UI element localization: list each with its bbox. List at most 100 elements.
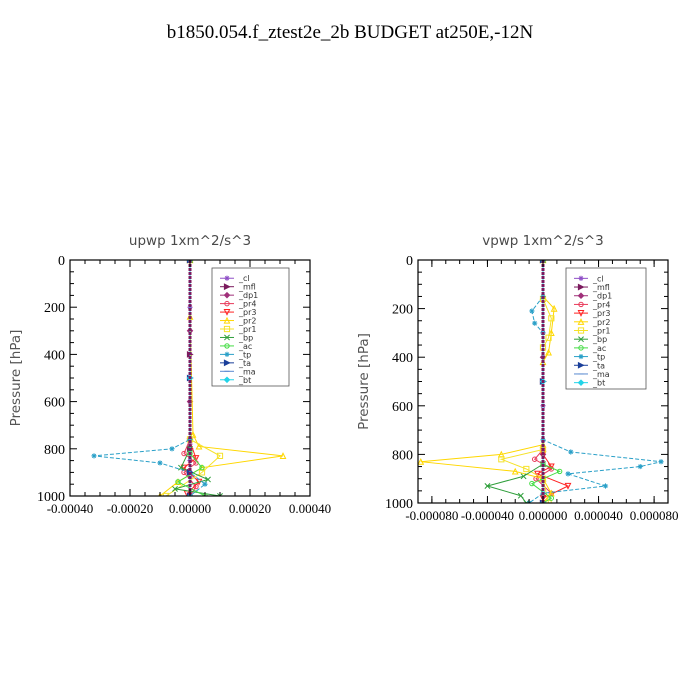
panel-title: upwp 1xm^2/s^3 xyxy=(129,233,251,249)
legend-entry: _ma xyxy=(238,367,256,376)
data-point xyxy=(545,499,552,503)
legend-entry: _tp xyxy=(592,353,605,362)
data-point xyxy=(162,492,170,496)
legend-entry: _cl xyxy=(592,274,604,283)
legend-marker xyxy=(223,316,231,324)
data-point xyxy=(548,315,555,322)
data-point xyxy=(511,467,519,475)
data-point xyxy=(217,493,223,496)
data-point xyxy=(531,456,538,462)
x-tick-label: 0.00040 xyxy=(289,501,331,516)
data-point xyxy=(172,485,178,492)
x-tick-label: 0.000080 xyxy=(630,508,679,523)
data-point xyxy=(498,456,505,463)
data-point xyxy=(564,482,572,490)
legend-marker xyxy=(577,292,585,300)
data-point xyxy=(548,495,555,501)
x-tick-label: 0.00000 xyxy=(169,501,211,516)
legend-entry: _bp xyxy=(238,333,253,342)
x-tick-label: 0.000040 xyxy=(574,508,623,523)
data-point xyxy=(175,479,181,485)
data-point xyxy=(199,464,205,471)
data-point xyxy=(484,483,491,489)
data-point xyxy=(192,455,200,462)
legend-entry: _bp xyxy=(592,335,607,344)
y-tick-label: 400 xyxy=(44,348,65,363)
legend-marker xyxy=(577,310,585,317)
legend-entry: _tp xyxy=(238,350,251,359)
data-point xyxy=(91,453,97,459)
legend-entry: _pr3 xyxy=(592,309,610,318)
data-point xyxy=(279,452,287,459)
y-tick-label: 800 xyxy=(44,443,65,458)
data-point xyxy=(547,463,555,471)
data-point xyxy=(545,334,552,341)
legend-marker xyxy=(224,351,230,357)
legend-entry: _pr1 xyxy=(592,327,610,336)
y-tick-label: 600 xyxy=(44,396,65,411)
data-point xyxy=(216,452,224,459)
data-point xyxy=(202,481,208,487)
legend-entry: _pr1 xyxy=(238,325,256,334)
legend-marker xyxy=(224,343,230,349)
legend-marker xyxy=(223,359,231,367)
data-point xyxy=(195,442,203,450)
data-point xyxy=(637,463,643,470)
legend-entry: _ac xyxy=(238,342,252,351)
x-tick-label: -0.00040 xyxy=(47,501,94,516)
data-point xyxy=(180,464,188,472)
legend-entry: _bt xyxy=(238,376,251,385)
legend-marker xyxy=(223,308,231,316)
y-tick-label: 1000 xyxy=(37,490,65,505)
legend-entry: _pr4 xyxy=(592,300,610,309)
legend-entry: _bt xyxy=(592,379,605,388)
data-point xyxy=(205,476,211,483)
x-tick-label: -0.000040 xyxy=(461,508,514,523)
legend-marker xyxy=(578,336,584,343)
y-tick-label: 0 xyxy=(406,254,413,269)
y-tick-label: 400 xyxy=(392,351,413,366)
data-point xyxy=(658,459,664,465)
y-tick-label: 600 xyxy=(392,400,413,415)
legend-marker xyxy=(224,275,230,281)
y-axis-label: Pressure [hPa] xyxy=(8,330,24,427)
data-point xyxy=(534,470,541,478)
data-point xyxy=(529,480,535,487)
data-point xyxy=(556,468,563,475)
legend-entry: _ac xyxy=(592,344,606,353)
data-point xyxy=(545,348,552,356)
series-line-tp xyxy=(93,260,206,496)
legend-entry: _mfl xyxy=(238,283,256,292)
y-tick-label: 200 xyxy=(44,301,65,316)
x-tick-label: -0.00020 xyxy=(107,501,154,516)
data-point xyxy=(532,320,538,326)
legend-marker xyxy=(577,361,585,369)
legend-marker xyxy=(578,345,584,351)
legend-marker xyxy=(577,379,585,386)
legend-entry: _cl xyxy=(238,274,250,283)
data-point xyxy=(520,473,527,480)
legend-marker xyxy=(578,353,584,360)
y-tick-label: 200 xyxy=(392,303,413,318)
data-point xyxy=(181,450,187,457)
legend-marker xyxy=(223,291,231,299)
legend-entry: _ta xyxy=(592,361,605,370)
panel-2: vpwp 1xm^2/s^3 Pressure [hPa] 0 200 400 600 80… xyxy=(356,233,678,523)
legend-marker xyxy=(224,334,230,341)
legend-marker xyxy=(577,318,585,325)
panel-1: upwp 1xm^2/s^3 Pressure [hPa] 0 200 400 600 80… xyxy=(8,233,331,516)
legend-entry: _pr4 xyxy=(238,300,256,309)
x-tick-label: 0.000000 xyxy=(519,508,568,523)
panel-title: vpwp 1xm^2/s^3 xyxy=(482,233,604,249)
data-point xyxy=(550,304,558,312)
legend: _cl_mfl_dp1_pr4_pr3_pr2_pr1_bp_ac_tp_ta_… xyxy=(565,267,647,390)
series-line-pr2 xyxy=(420,260,555,503)
data-point xyxy=(517,492,524,499)
legend-marker xyxy=(577,327,585,334)
x-tick-label: -0.000080 xyxy=(405,508,458,523)
legend-entry: _dp1 xyxy=(238,291,258,300)
y-axis-label: Pressure [hPa] xyxy=(356,333,372,430)
y-tick-label: 1000 xyxy=(385,497,413,512)
legend-marker xyxy=(223,376,231,384)
